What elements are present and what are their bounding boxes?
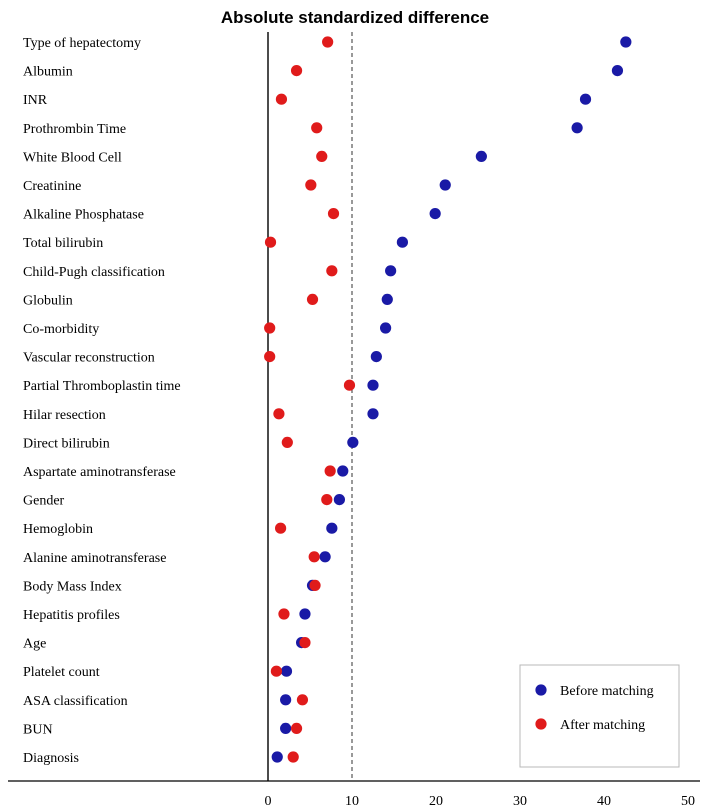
- category-label: Vascular reconstruction: [23, 351, 155, 366]
- after-matching-point: [316, 150, 328, 162]
- after-matching-point: [290, 722, 303, 735]
- before-matching-point: [280, 722, 292, 735]
- category-label: Total bilirubin: [23, 236, 103, 251]
- after-matching-point: [275, 522, 287, 534]
- x-tick-label: 30: [513, 794, 527, 809]
- after-matching-point: [287, 751, 299, 763]
- before-matching-point: [280, 665, 293, 677]
- before-matching-point: [475, 150, 487, 162]
- after-matching-point: [278, 608, 290, 620]
- x-tick-label: 50: [681, 794, 695, 809]
- category-label: BUN: [23, 722, 53, 737]
- before-matching-point: [333, 494, 345, 506]
- before-matching-point: [579, 93, 592, 105]
- category-label: Direct bilirubin: [23, 436, 110, 451]
- chart-title: Absolute standardized difference: [221, 8, 489, 27]
- legend-marker: [535, 684, 547, 696]
- before-matching-point: [370, 351, 382, 363]
- before-matching-point: [396, 236, 408, 248]
- before-matching-point: [326, 522, 338, 534]
- before-matching-point: [319, 551, 331, 563]
- before-matching-point: [385, 265, 397, 277]
- x-tick-label: 20: [429, 794, 443, 809]
- category-label: Aspartate aminotransferase: [23, 465, 176, 480]
- category-label: White Blood Cell: [23, 150, 122, 165]
- after-matching-point: [299, 637, 311, 649]
- after-matching-point: [343, 379, 356, 391]
- category-label: Prothrombin Time: [23, 122, 126, 137]
- before-matching-point: [439, 179, 451, 191]
- category-label: Body Mass Index: [23, 579, 122, 594]
- before-matching-point: [381, 293, 393, 305]
- after-matching-point: [326, 265, 338, 277]
- after-matching-point: [273, 408, 285, 420]
- before-matching-point: [280, 694, 292, 706]
- legend-box: [519, 664, 680, 768]
- category-label: Creatinine: [23, 179, 81, 194]
- before-matching-point: [380, 322, 392, 334]
- before-matching-point: [611, 65, 624, 77]
- category-label: Alanine aminotransferase: [23, 551, 166, 566]
- after-matching-point: [281, 436, 293, 448]
- before-matching-point: [620, 36, 632, 48]
- legend-label: After matching: [560, 718, 645, 733]
- before-matching-point: [337, 465, 349, 477]
- category-label: Co-morbidity: [23, 322, 99, 337]
- category-label: Hemoglobin: [23, 522, 93, 537]
- after-matching-point: [305, 179, 317, 191]
- before-matching-point: [347, 436, 359, 448]
- after-matching-point: [327, 208, 340, 220]
- after-matching-point: [264, 351, 276, 363]
- category-label: ASA classification: [23, 694, 128, 709]
- after-matching-point: [322, 36, 334, 48]
- after-matching-point: [309, 579, 321, 592]
- before-matching-point: [367, 379, 379, 391]
- after-matching-point: [264, 322, 276, 334]
- after-matching-point: [296, 694, 309, 706]
- category-label: Gender: [23, 494, 65, 509]
- after-matching-point: [290, 65, 303, 77]
- after-matching-point: [311, 122, 323, 134]
- after-matching-point: [275, 93, 288, 105]
- after-matching-point: [324, 465, 336, 477]
- category-label: Albumin: [23, 65, 73, 80]
- after-matching-point: [270, 665, 282, 677]
- category-label: Diagnosis: [23, 751, 79, 766]
- before-matching-point: [367, 408, 379, 420]
- category-labels: Type of hepatectomy Albumin INR Prothrombin…: [23, 36, 181, 766]
- x-tick-label: 0: [265, 794, 272, 809]
- after-matching-point: [321, 494, 333, 506]
- after-matching-point: [308, 551, 320, 563]
- category-label: Age: [23, 637, 46, 652]
- after-matching-point: [306, 293, 319, 305]
- axes: 0 10 20 30 40 50: [8, 32, 700, 809]
- before-matching-point: [271, 751, 283, 763]
- category-label: Platelet count: [23, 665, 100, 680]
- legend-marker: [535, 718, 547, 730]
- category-label: Child-Pugh classification: [23, 265, 165, 280]
- before-matching-point: [429, 208, 441, 220]
- x-tick-label: 40: [597, 794, 611, 809]
- before-matching-point: [571, 122, 583, 134]
- category-label: Type of hepatectomy: [23, 36, 141, 51]
- data-points: [264, 36, 632, 763]
- category-label: Partial Thromboplastin time: [23, 379, 181, 394]
- category-label: Globulin: [23, 293, 73, 308]
- category-label: Hilar resection: [23, 408, 106, 423]
- before-matching-point: [299, 608, 311, 620]
- category-label: Hepatitis profiles: [23, 608, 120, 623]
- category-label: Alkaline Phosphatase: [23, 208, 144, 223]
- x-tick-label: 10: [345, 794, 359, 809]
- after-matching-point: [264, 236, 277, 248]
- legend-label: Before matching: [560, 684, 654, 699]
- category-label: INR: [23, 93, 48, 108]
- legend: Before matching After matching: [519, 664, 680, 768]
